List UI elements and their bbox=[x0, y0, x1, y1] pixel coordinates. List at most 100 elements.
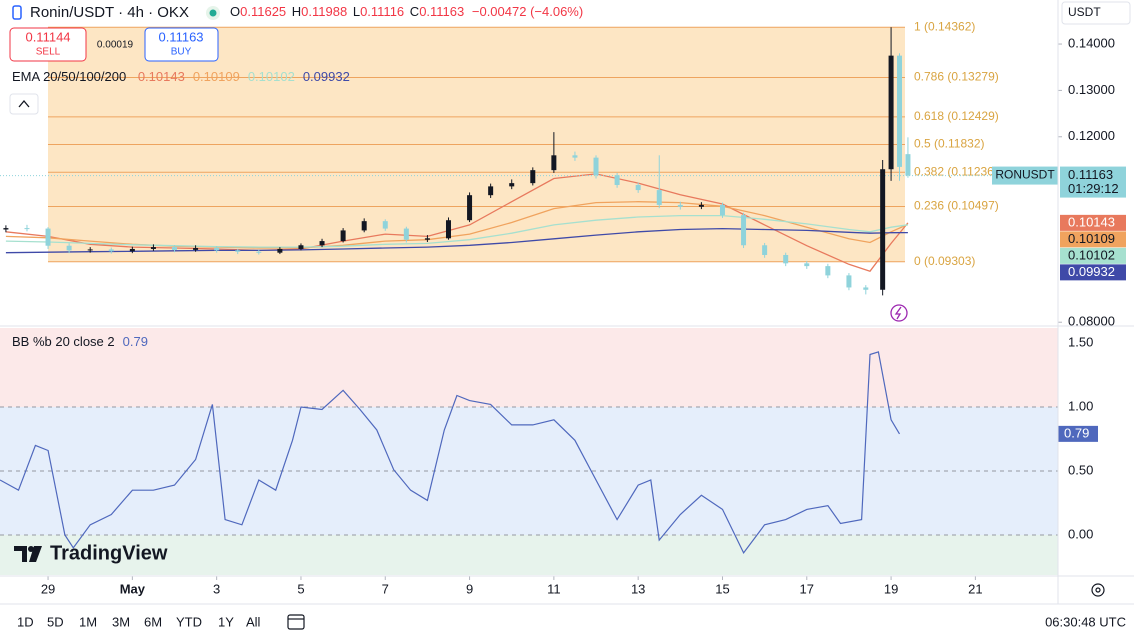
ohlc-value: 0.11163 bbox=[419, 4, 464, 19]
range-button[interactable]: YTD bbox=[176, 614, 202, 629]
ema-line bbox=[5, 214, 908, 248]
candle-body bbox=[45, 228, 51, 246]
range-button[interactable]: 3M bbox=[112, 614, 130, 629]
candle-body bbox=[530, 170, 536, 184]
currency-selector[interactable] bbox=[1061, 1, 1131, 25]
candle-body bbox=[614, 175, 620, 185]
y-tick-label: 0.12000 bbox=[1068, 128, 1115, 143]
collapse-button[interactable] bbox=[9, 93, 39, 115]
symbol-tag bbox=[992, 166, 1058, 185]
candle-body bbox=[572, 155, 578, 158]
ema-tag-value: 0.10109 bbox=[1068, 231, 1115, 246]
range-button[interactable]: 6M bbox=[144, 614, 162, 629]
fib-label: 1 (0.14362) bbox=[914, 19, 975, 33]
ema-line bbox=[5, 173, 909, 272]
candle-body bbox=[340, 230, 346, 242]
x-tick-label: 21 bbox=[968, 581, 982, 596]
y-tick-label: 0.00 bbox=[1068, 526, 1093, 541]
x-tick-label: 15 bbox=[715, 581, 729, 596]
indicator-label: BB %b 20 close 2 bbox=[12, 334, 115, 349]
range-button[interactable]: 5D bbox=[47, 614, 64, 629]
candle-body bbox=[825, 266, 831, 276]
candle-body bbox=[656, 190, 662, 205]
buy-price: 0.11163 bbox=[158, 29, 203, 44]
fib-label: 0.5 (0.11832) bbox=[914, 137, 985, 151]
events-bolt bbox=[894, 306, 902, 320]
buy-button[interactable] bbox=[144, 27, 219, 62]
price-tag-value: 0.11163 bbox=[1068, 167, 1113, 182]
calendar-icon bbox=[287, 614, 305, 630]
candle-body bbox=[172, 247, 178, 250]
ohlc-value: 0.11625 bbox=[240, 4, 286, 19]
currency: USDT bbox=[1068, 5, 1101, 19]
y-tick-label: 0.50 bbox=[1068, 462, 1093, 477]
ohlc-key: O bbox=[230, 4, 240, 19]
clock[interactable]: 06:30:48 UTC bbox=[1045, 614, 1126, 629]
candle-body bbox=[677, 204, 683, 207]
ema-value: 0.10143 bbox=[138, 69, 185, 84]
range-button[interactable]: 1D bbox=[17, 614, 34, 629]
candle-body bbox=[719, 204, 725, 216]
x-tick-label: 7 bbox=[382, 581, 389, 596]
ema-tag bbox=[1060, 214, 1126, 231]
candle-body bbox=[66, 245, 72, 251]
candle-body bbox=[403, 228, 409, 240]
fib-label: 0.786 (0.13279) bbox=[914, 70, 999, 84]
fib-label: 0 (0.09303) bbox=[914, 254, 975, 268]
ema-value: 0.10102 bbox=[248, 69, 295, 84]
buy-label: BUY bbox=[171, 47, 192, 58]
candle-body bbox=[593, 157, 599, 176]
fib-label: 0.618 (0.12429) bbox=[914, 109, 999, 123]
logo-dot bbox=[28, 546, 34, 552]
y-tick-label: 0.14000 bbox=[1068, 35, 1115, 50]
ohlc-value: 0.11988 bbox=[301, 4, 347, 19]
candle-body bbox=[741, 215, 747, 246]
sell-label: SELL bbox=[36, 47, 61, 58]
ema-label: EMA 20/50/100/200 bbox=[12, 69, 126, 84]
upper-zone bbox=[0, 328, 1058, 407]
x-tick-label: 19 bbox=[884, 581, 898, 596]
candle-body bbox=[880, 169, 886, 290]
y-tick-label: 0.13000 bbox=[1068, 82, 1115, 97]
x-tick-label: 29 bbox=[41, 581, 55, 596]
x-tick-label: 17 bbox=[800, 581, 814, 596]
fib-label: 0.382 (0.11236) bbox=[914, 164, 998, 178]
ema-legend: EMA 20/50/100/200 0.10143 0.10109 0.10102 0… bbox=[12, 69, 350, 84]
calendar-button[interactable] bbox=[287, 614, 305, 630]
settings-icon[interactable] bbox=[1091, 583, 1105, 597]
candle-body bbox=[467, 195, 473, 221]
range-button[interactable]: 1Y bbox=[218, 614, 234, 629]
candle-body bbox=[256, 251, 262, 253]
x-tick-label: 3 bbox=[213, 581, 220, 596]
candle-body bbox=[298, 245, 304, 249]
indicator-line bbox=[0, 351, 901, 555]
candle-body bbox=[445, 220, 451, 239]
ohlc-value: 0.11116 bbox=[360, 4, 404, 19]
indicator-legend: BB %b 20 close 2 0.79 bbox=[12, 334, 148, 349]
events-icon[interactable] bbox=[890, 304, 908, 322]
ohlc-key: L bbox=[353, 4, 360, 19]
ema-tag-value: 0.09932 bbox=[1068, 264, 1115, 279]
range-button[interactable]: All bbox=[246, 614, 261, 629]
range-button[interactable]: 1M bbox=[79, 614, 97, 629]
candle-body bbox=[214, 248, 220, 251]
price-tag bbox=[1060, 166, 1126, 198]
sell-button[interactable] bbox=[9, 27, 87, 62]
collapse-icon bbox=[18, 99, 30, 108]
ema-tag bbox=[1060, 247, 1126, 264]
ohlc-legend: O0.11625 H0.11988 L0.11116 C0.11163 −0.0… bbox=[230, 4, 583, 19]
toolbar: 1D 5D 1M 3M 6M YTD 1Y All bbox=[17, 614, 261, 629]
candle-body bbox=[783, 254, 789, 264]
candle-body bbox=[277, 248, 283, 253]
symbol-title[interactable]: Ronin/USDT · 4h · OKX bbox=[30, 4, 189, 21]
y-tick-label: 1.00 bbox=[1068, 398, 1093, 413]
ema-tag bbox=[1060, 264, 1126, 281]
candle-body bbox=[888, 55, 894, 170]
panes: 1 (0.14362) 0.786 (0.13279) 0.618 (0.12429… bbox=[0, 19, 1126, 596]
settings-icon-core bbox=[1095, 587, 1101, 593]
x-tick-label: May bbox=[120, 581, 146, 596]
candle-body bbox=[193, 248, 199, 250]
